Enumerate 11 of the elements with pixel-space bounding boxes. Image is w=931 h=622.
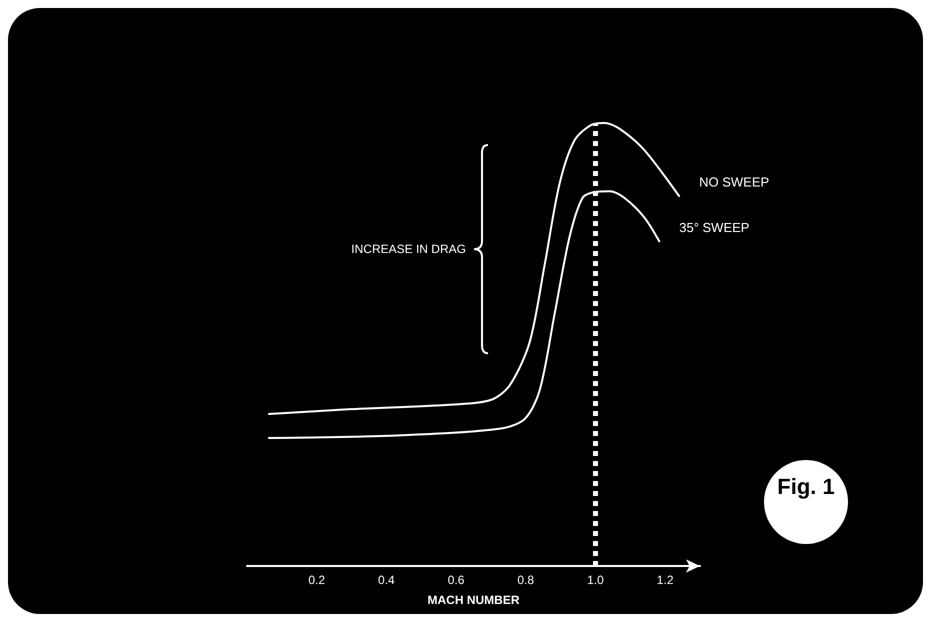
series-label: NO SWEEP — [699, 174, 770, 190]
x-tick-label: 0.4 — [378, 573, 396, 587]
x-tick-label: 0.8 — [517, 573, 534, 587]
annotation: INCREASE IN DRAG — [351, 242, 466, 256]
x-tick-label: 0.6 — [448, 573, 465, 587]
x-tick-label: 1.0 — [587, 573, 604, 587]
x-tick-label: 0.2 — [308, 573, 326, 587]
x-tick-label: 1.2 — [656, 573, 674, 587]
caption: Fig. 1 — [776, 474, 836, 500]
x-axis-title: MACH NUMBER — [428, 593, 520, 607]
series-label: 35° SWEEP — [679, 220, 750, 235]
